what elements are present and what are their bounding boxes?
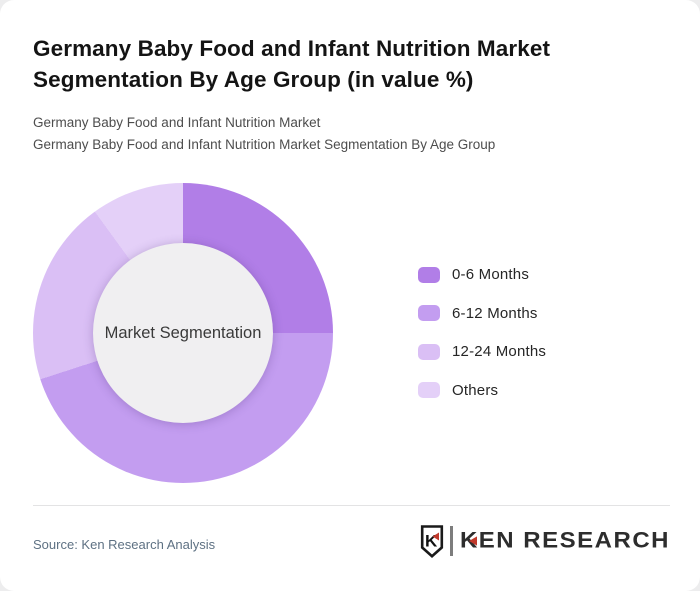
- legend-swatch: [418, 266, 440, 283]
- logo-wordmark-text: KEN RESEARCH: [459, 528, 670, 553]
- source-text: Source: Ken Research Analysis: [33, 537, 216, 552]
- logo-red-triangle-icon: [468, 536, 477, 546]
- legend-item: 12-24 Months: [418, 343, 546, 360]
- legend-label: 0-6 Months: [452, 266, 530, 283]
- legend-swatch: [418, 305, 440, 321]
- logo-badge-red-triangle: [432, 532, 440, 540]
- legend-label: 12-24 Months: [452, 343, 547, 360]
- logo-wordmark: KEN RESEARCH: [460, 528, 670, 554]
- legend-swatch: [418, 343, 440, 360]
- subtitle-line2: Germany Baby Food and Infant Nutrition M…: [33, 137, 496, 152]
- legend-item: 6-12 Months: [418, 305, 546, 322]
- subtitle-line1: Germany Baby Food and Infant Nutrition M…: [33, 115, 321, 130]
- legend: 0-6 Months 6-12 Months 12-24 Months Othe…: [418, 266, 546, 420]
- legend-item: Others: [418, 382, 546, 399]
- page-title: Germany Baby Food and Infant Nutrition M…: [33, 34, 633, 95]
- donut-center: Market Segmentation: [93, 243, 273, 423]
- logo-shield-icon: K: [421, 524, 444, 558]
- ken-research-logo: K KEN RESEARCH: [420, 523, 670, 559]
- legend-item: 0-6 Months: [418, 266, 546, 283]
- footer-divider: [33, 505, 670, 506]
- subtitle: Germany Baby Food and Infant Nutrition M…: [33, 112, 495, 156]
- donut-chart: Market Segmentation: [33, 183, 333, 483]
- page-title-line2: Segmentation By Age Group (in value %): [33, 66, 474, 92]
- legend-label: Others: [452, 381, 499, 399]
- donut-center-label: Market Segmentation: [104, 323, 262, 342]
- legend-swatch: [418, 382, 440, 398]
- legend-label: 6-12 Months: [452, 304, 538, 322]
- page-title-line1: Germany Baby Food and Infant Nutrition M…: [33, 36, 551, 61]
- logo-separator: [450, 526, 453, 556]
